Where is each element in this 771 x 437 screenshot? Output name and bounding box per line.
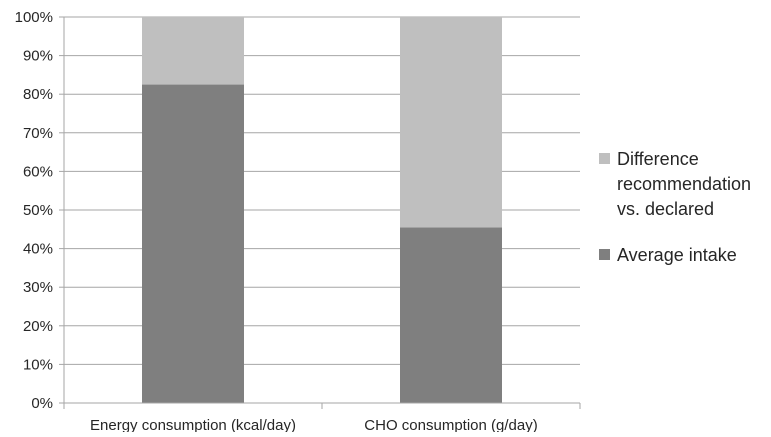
y-tick-label: 30% <box>23 279 53 296</box>
gridlines <box>64 16 580 404</box>
y-tick-label: 80% <box>23 86 53 103</box>
y-tick-label: 20% <box>23 318 53 335</box>
bar-segment-series-0-cat-0 <box>142 84 244 404</box>
legend-entry: Difference recommendation vs. declared <box>617 149 751 219</box>
y-tick-label: 70% <box>23 125 53 142</box>
y-tick-label: 90% <box>23 48 53 65</box>
y-tick-label: 0% <box>31 395 53 412</box>
y-tick-label: 60% <box>23 163 53 180</box>
y-tick-label: 100% <box>15 9 53 26</box>
bar-segment-series-0-cat-1 <box>400 227 502 403</box>
bars <box>142 17 502 404</box>
axes: 0% 10% 20% 30% 40% 50% 60% 70% 80% 90% 100% Energy … <box>15 9 581 434</box>
y-tick-label: 40% <box>23 241 53 258</box>
legend-swatch <box>599 153 610 164</box>
legend-swatch <box>599 249 610 260</box>
y-tick-label: 50% <box>23 202 53 219</box>
legend: Difference recommendation vs. declared Aver… <box>599 149 751 265</box>
legend-entry: Average intake <box>617 245 737 265</box>
bar-segment-series-1-cat-1 <box>400 17 502 228</box>
x-category-label: Energy consumption (kcal/day) <box>90 417 296 432</box>
x-category-label: CHO consumption (g/day) <box>364 417 537 432</box>
bar-segment-series-1-cat-0 <box>142 17 244 85</box>
y-tick-label: 10% <box>23 356 53 373</box>
